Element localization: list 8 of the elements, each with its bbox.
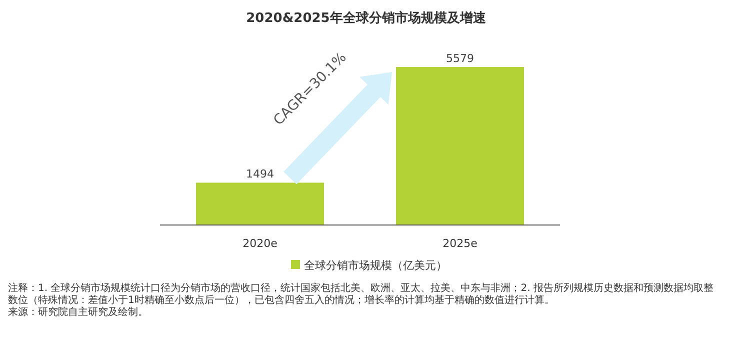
data-label: 5579: [446, 52, 474, 65]
legend: 全球分销市场规模（亿美元）: [291, 259, 447, 272]
chart-title: 2020&2025年全球分销市场规模及增速: [246, 10, 487, 26]
x-tick-label: 2020e: [242, 237, 278, 250]
data-label: 1494: [246, 168, 274, 181]
source-note: 来源：研究院自主研究及绘制。: [8, 307, 149, 319]
text: 注释：1. 全球分销市场规模统计口径为分销市场的营收口径，统计国家包括北美、欧洲、亚太、拉美、中东与非洲；2. 报告所列规模历史数据和预测数据均取整数位（特殊情况：差值小于1时精确至小数点后一位），已包含四舍五入的情况；增长率的计算均基于精确的数值进行计算。: [8, 283, 714, 306]
x-tick-label: 2025e: [442, 237, 478, 250]
